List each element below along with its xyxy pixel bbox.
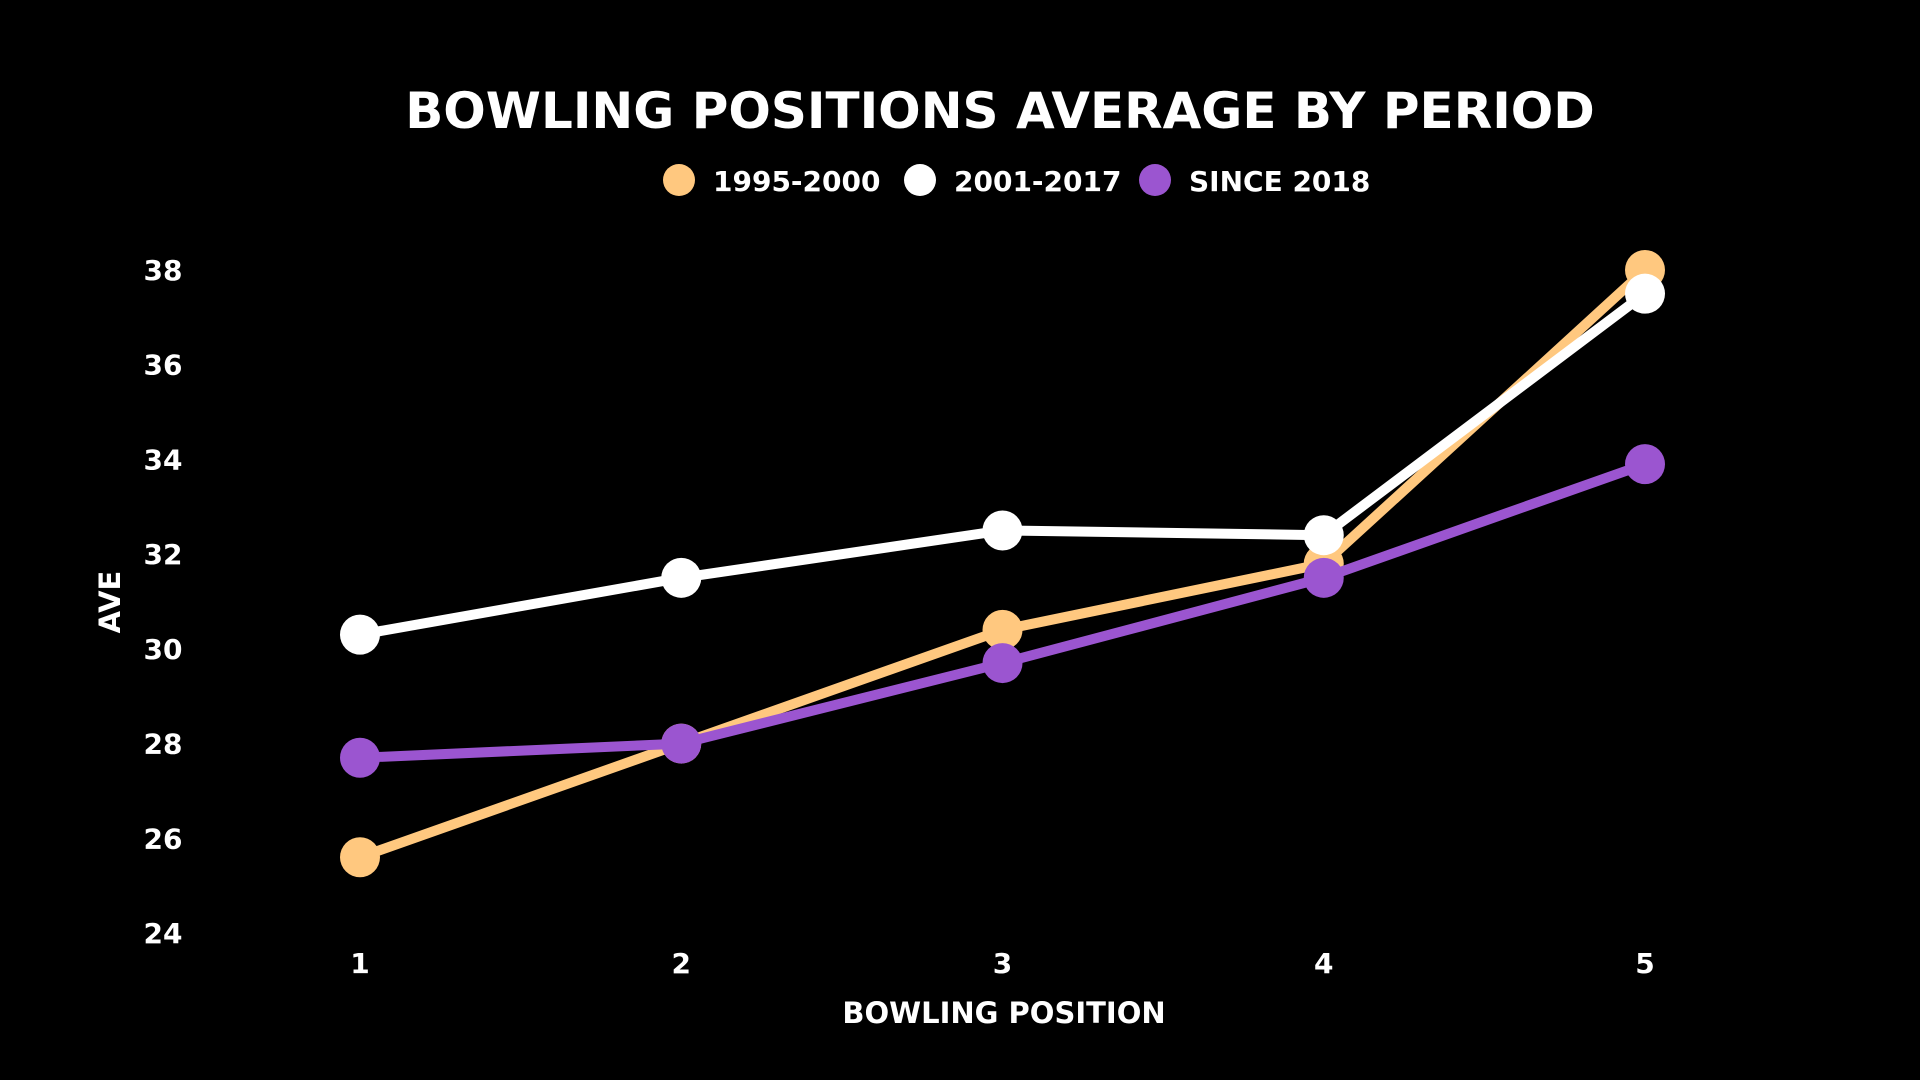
legend-swatch — [904, 164, 936, 196]
y-tick-label: 36 — [144, 349, 183, 382]
y-tick-label: 28 — [144, 728, 183, 761]
data-point — [1303, 557, 1344, 598]
series-layer — [340, 250, 1665, 878]
x-axis-ticks: 1 2 3 4 5 — [350, 947, 1654, 980]
legend-swatch — [1139, 164, 1171, 196]
data-point — [340, 737, 380, 778]
chart-title: BOWLING POSITIONS AVERAGE BY PERIOD — [405, 82, 1595, 140]
y-axis-ticks: 24 26 28 30 32 34 36 38 — [144, 254, 183, 950]
data-point — [661, 723, 702, 764]
x-tick-label: 3 — [993, 947, 1012, 980]
data-point — [661, 557, 702, 598]
data-point — [982, 609, 1023, 650]
data-point — [982, 510, 1023, 551]
series-2001-2017 — [340, 273, 1665, 655]
y-tick-label: 24 — [144, 917, 183, 950]
series-since-2018 — [340, 444, 1665, 778]
legend-item: 1995-2000 — [663, 164, 880, 198]
data-point — [340, 614, 380, 655]
series-line — [355, 288, 1650, 640]
x-tick-label: 2 — [672, 947, 691, 980]
data-point — [340, 837, 380, 878]
x-tick-label: 5 — [1635, 947, 1654, 980]
x-tick-label: 1 — [350, 947, 369, 980]
y-axis-label: AVE — [93, 571, 127, 634]
data-point — [982, 643, 1023, 684]
y-tick-label: 38 — [144, 254, 183, 287]
y-tick-label: 34 — [144, 443, 183, 476]
y-tick-label: 30 — [144, 633, 183, 666]
legend-label: SINCE 2018 — [1189, 165, 1370, 198]
legend-label: 1995-2000 — [713, 165, 880, 198]
data-point — [1303, 515, 1344, 556]
x-axis-label: BOWLING POSITION — [842, 996, 1165, 1030]
legend-item: SINCE 2018 — [1139, 164, 1370, 198]
data-point — [1625, 273, 1665, 314]
series-1995-2000 — [340, 250, 1665, 878]
series-line — [355, 265, 1650, 863]
legend: 1995-2000 2001-2017 SINCE 2018 — [663, 164, 1370, 198]
legend-swatch — [663, 164, 695, 196]
legend-item: 2001-2017 — [904, 164, 1121, 198]
y-tick-label: 32 — [144, 538, 183, 571]
y-tick-label: 26 — [144, 822, 183, 855]
x-tick-label: 4 — [1314, 947, 1333, 980]
data-point — [1625, 444, 1665, 485]
legend-label: 2001-2017 — [954, 165, 1121, 198]
